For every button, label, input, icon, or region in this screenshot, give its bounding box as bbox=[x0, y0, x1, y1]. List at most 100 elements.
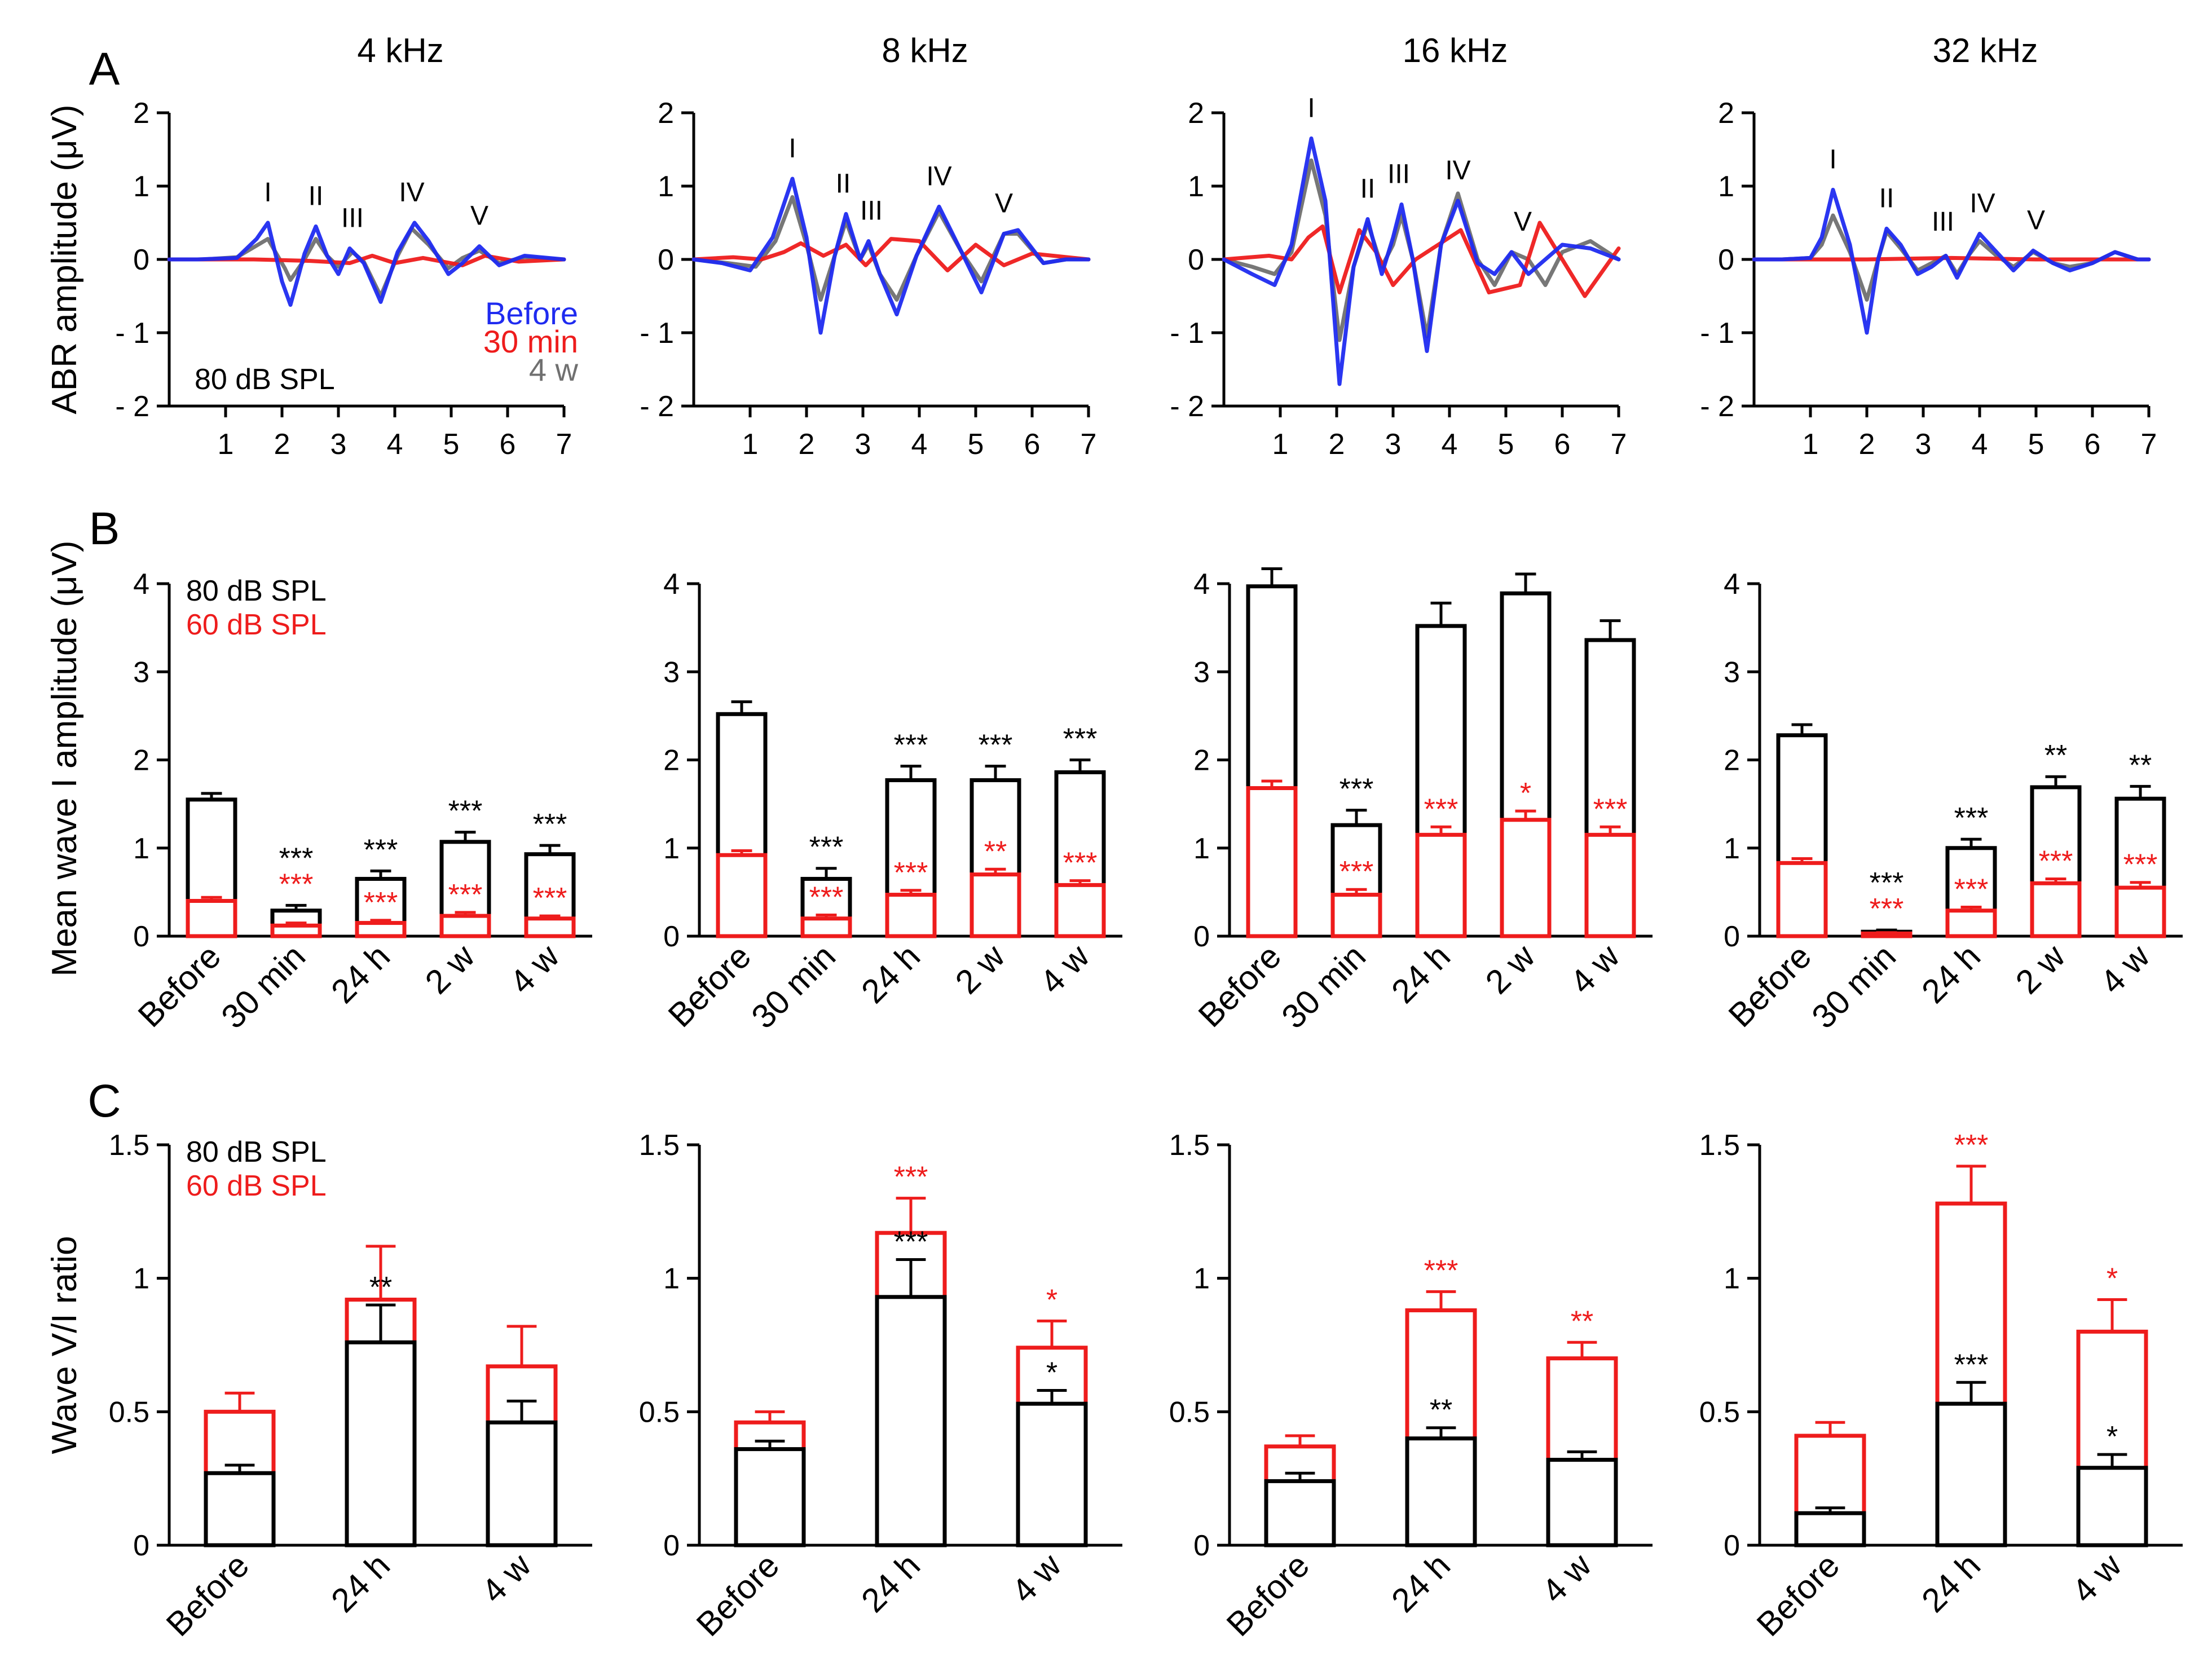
significance-star: *** bbox=[1593, 793, 1628, 826]
x-tick-label: 2 bbox=[799, 428, 815, 461]
y-tick-label: 2 bbox=[133, 97, 149, 130]
bar-60db bbox=[1500, 818, 1552, 938]
category-label: 4 w bbox=[1535, 1546, 1599, 1610]
legend-before: Before bbox=[485, 296, 578, 331]
bar-60db bbox=[2114, 885, 2166, 938]
significance-star: *** bbox=[1954, 1348, 1989, 1381]
x-tick-label: 7 bbox=[1081, 428, 1097, 461]
significance-star: *** bbox=[448, 795, 483, 828]
wave-label: I bbox=[1829, 145, 1836, 175]
y-tick-label: 1 bbox=[133, 1263, 149, 1295]
category-label: 4 w bbox=[1004, 1546, 1069, 1610]
y-tick-label: 0 bbox=[1188, 244, 1204, 276]
x-tick-label: 3 bbox=[855, 428, 871, 461]
bar-60db bbox=[885, 893, 937, 938]
y-tick-label: 0 bbox=[663, 920, 680, 953]
y-tick-label: 0.5 bbox=[1699, 1396, 1740, 1428]
bar-60db bbox=[800, 916, 852, 938]
x-tick-label: 5 bbox=[968, 428, 984, 461]
category-label: 4 w bbox=[2065, 1546, 2129, 1610]
y-tick-label: 1 bbox=[133, 832, 149, 865]
bar-80db bbox=[1405, 1436, 1477, 1547]
significance-star: *** bbox=[1063, 723, 1098, 756]
significance-star: *** bbox=[364, 834, 398, 866]
y-tick-label: 1 bbox=[1193, 832, 1210, 865]
y-tick-label: 1 bbox=[658, 170, 674, 203]
category-label: 4 w bbox=[503, 937, 567, 1001]
panel-label-a: A bbox=[89, 43, 120, 95]
x-tick-label: 1 bbox=[742, 428, 759, 461]
y-tick-label: 0.5 bbox=[1169, 1396, 1210, 1428]
column-title: 16 kHz bbox=[1403, 32, 1508, 69]
legend-60db: 60 dB SPL bbox=[186, 1170, 327, 1202]
category-label: Before bbox=[159, 1546, 256, 1643]
wave-label: II bbox=[309, 182, 324, 211]
category-label: 4 w bbox=[474, 1546, 539, 1610]
category-label: Before bbox=[689, 1546, 786, 1643]
column-title: 8 kHz bbox=[882, 32, 968, 69]
legend-30min: 30 min bbox=[483, 324, 578, 359]
bar-60db bbox=[1776, 861, 1828, 938]
category-label: 2 w bbox=[948, 937, 1012, 1001]
category-label: 30 min bbox=[1274, 937, 1373, 1036]
wave-label: II bbox=[836, 169, 851, 199]
y-tick-label: 1.5 bbox=[639, 1129, 680, 1162]
significance-star: *** bbox=[279, 842, 314, 875]
y-axis-title-b: Mean wave I amplitude (μV) bbox=[45, 540, 84, 976]
significance-star: *** bbox=[2039, 845, 2073, 878]
bar-80db bbox=[345, 1340, 417, 1547]
x-tick-label: 6 bbox=[1024, 428, 1041, 461]
wave-label: II bbox=[1879, 183, 1894, 213]
significance-star: *** bbox=[894, 729, 928, 761]
significance-star: *** bbox=[1339, 856, 1374, 888]
y-tick-label: - 1 bbox=[1700, 317, 1734, 350]
bar-60db bbox=[1945, 909, 1997, 938]
bar-80db bbox=[204, 1471, 276, 1547]
category-label: 24 h bbox=[1914, 1546, 1988, 1620]
wave-label: IV bbox=[1969, 189, 1995, 219]
significance-star: ** bbox=[1571, 1305, 1593, 1338]
y-tick-label: 1.5 bbox=[1169, 1129, 1210, 1162]
y-tick-label: - 1 bbox=[640, 317, 674, 350]
significance-star: * bbox=[1046, 1284, 1057, 1316]
category-label: 2 w bbox=[1478, 937, 1543, 1001]
wave-label: V bbox=[470, 201, 488, 231]
x-tick-label: 6 bbox=[2085, 428, 2101, 461]
significance-star: *** bbox=[2123, 849, 2158, 881]
bar-80db bbox=[486, 1420, 558, 1547]
wave-label: III bbox=[860, 196, 883, 226]
y-tick-label: 0 bbox=[1193, 920, 1210, 953]
category-label: Before bbox=[1219, 1546, 1316, 1643]
wave-label: III bbox=[1387, 160, 1410, 189]
y-tick-label: 0 bbox=[133, 920, 149, 953]
y-tick-label: 0 bbox=[133, 244, 149, 276]
bar-60db bbox=[270, 923, 322, 938]
x-tick-label: 5 bbox=[2028, 428, 2044, 461]
x-tick-label: 3 bbox=[1385, 428, 1402, 461]
x-tick-label: 2 bbox=[1859, 428, 1875, 461]
significance-star: *** bbox=[894, 1161, 928, 1194]
y-tick-label: 1 bbox=[1188, 170, 1204, 203]
category-label: 30 min bbox=[1804, 937, 1903, 1036]
bar-60db bbox=[2030, 881, 2082, 938]
y-tick-label: 0 bbox=[658, 244, 674, 276]
wave-label: IV bbox=[399, 178, 424, 208]
y-tick-label: 1.5 bbox=[109, 1129, 149, 1162]
x-tick-label: 2 bbox=[274, 428, 290, 461]
significance-star: *** bbox=[809, 881, 844, 914]
legend-level: 80 dB SPL bbox=[195, 363, 335, 396]
y-axis-title-a: ABR amplitude (μV) bbox=[45, 104, 84, 414]
y-tick-label: 2 bbox=[1188, 97, 1204, 130]
significance-star: * bbox=[1046, 1356, 1057, 1389]
category-label: 24 h bbox=[1914, 937, 1988, 1011]
trace-line bbox=[691, 177, 1091, 335]
x-tick-label: 3 bbox=[331, 428, 347, 461]
category-label: 24 h bbox=[324, 1546, 397, 1620]
x-tick-label: 7 bbox=[2141, 428, 2157, 461]
y-tick-label: 3 bbox=[1724, 656, 1740, 689]
wave-label: IV bbox=[926, 161, 951, 191]
y-tick-label: 1.5 bbox=[1699, 1129, 1740, 1162]
significance-star: *** bbox=[533, 882, 567, 915]
